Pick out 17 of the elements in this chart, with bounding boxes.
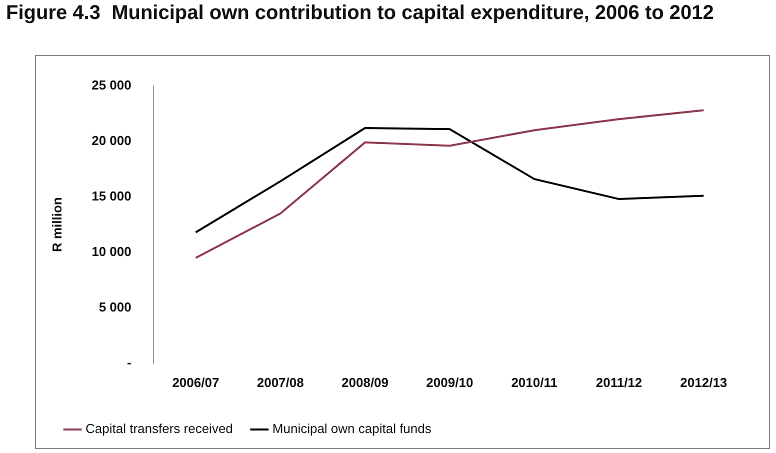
x-tick-label: 2008/09 <box>342 374 389 390</box>
y-tick-label: 15 000 <box>92 188 132 204</box>
y-tick-label: 10 000 <box>92 244 132 259</box>
chart-title: Figure 4.3 Municipal own contribution to capital expenditure, 2006 to 2012 <box>6 2 715 24</box>
x-tick-label: 2009/10 <box>426 374 474 390</box>
x-tick-label: 2007/08 <box>256 374 304 390</box>
legend-label: Capital transfers received <box>86 421 233 436</box>
y-tick-label: - <box>127 354 132 370</box>
x-tick-label: 2012/13 <box>680 374 728 390</box>
y-tick-label: 20 000 <box>92 132 132 148</box>
y-tick-label: 25 000 <box>92 77 132 92</box>
x-tick-label: 2010/11 <box>511 374 558 390</box>
y-axis-title: R million <box>49 197 64 252</box>
legend-label: Municipal own capital funds <box>272 421 432 436</box>
y-tick-label: 5 000 <box>98 299 132 314</box>
x-tick-label: 2006/07 <box>172 374 220 390</box>
x-tick-label: 2011/12 <box>596 374 642 390</box>
